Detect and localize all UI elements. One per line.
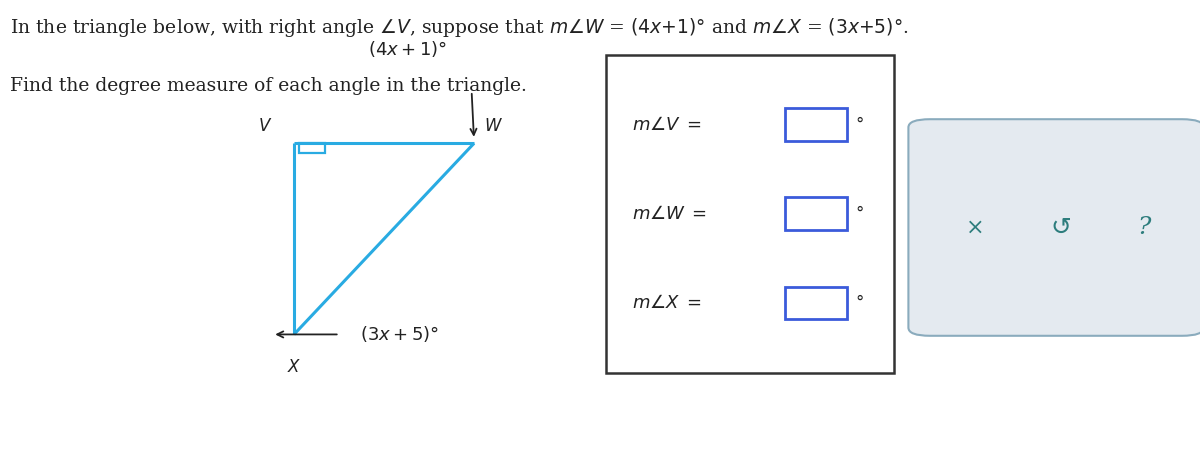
Text: $\left(3x + 5\right)°$: $\left(3x + 5\right)°$: [360, 324, 439, 344]
Text: $X$: $X$: [287, 359, 301, 376]
Text: Find the degree measure of each angle in the triangle.: Find the degree measure of each angle in…: [10, 77, 527, 96]
Text: $m\angle V\;=$: $m\angle V\;=$: [632, 116, 702, 134]
Text: °: °: [856, 205, 864, 223]
Text: °: °: [856, 294, 864, 312]
Text: $m\angle X\;=$: $m\angle X\;=$: [632, 294, 702, 312]
Text: ↺: ↺: [1050, 216, 1072, 239]
FancyBboxPatch shape: [785, 197, 847, 230]
Text: $W$: $W$: [484, 118, 503, 135]
FancyBboxPatch shape: [606, 55, 894, 373]
Text: ×: ×: [966, 217, 985, 238]
Text: $\left(4x + 1\right)°$: $\left(4x + 1\right)°$: [368, 39, 448, 59]
FancyBboxPatch shape: [785, 287, 847, 319]
Text: °: °: [856, 116, 864, 134]
Text: $m\angle W\;=$: $m\angle W\;=$: [632, 205, 707, 223]
Text: $V$: $V$: [258, 118, 272, 135]
Text: In the triangle below, with right angle $\angle$$\it{V}$, suppose that $\it{m}$$: In the triangle below, with right angle …: [10, 16, 908, 39]
FancyBboxPatch shape: [908, 119, 1200, 336]
Text: ?: ?: [1138, 216, 1151, 239]
FancyBboxPatch shape: [785, 108, 847, 141]
